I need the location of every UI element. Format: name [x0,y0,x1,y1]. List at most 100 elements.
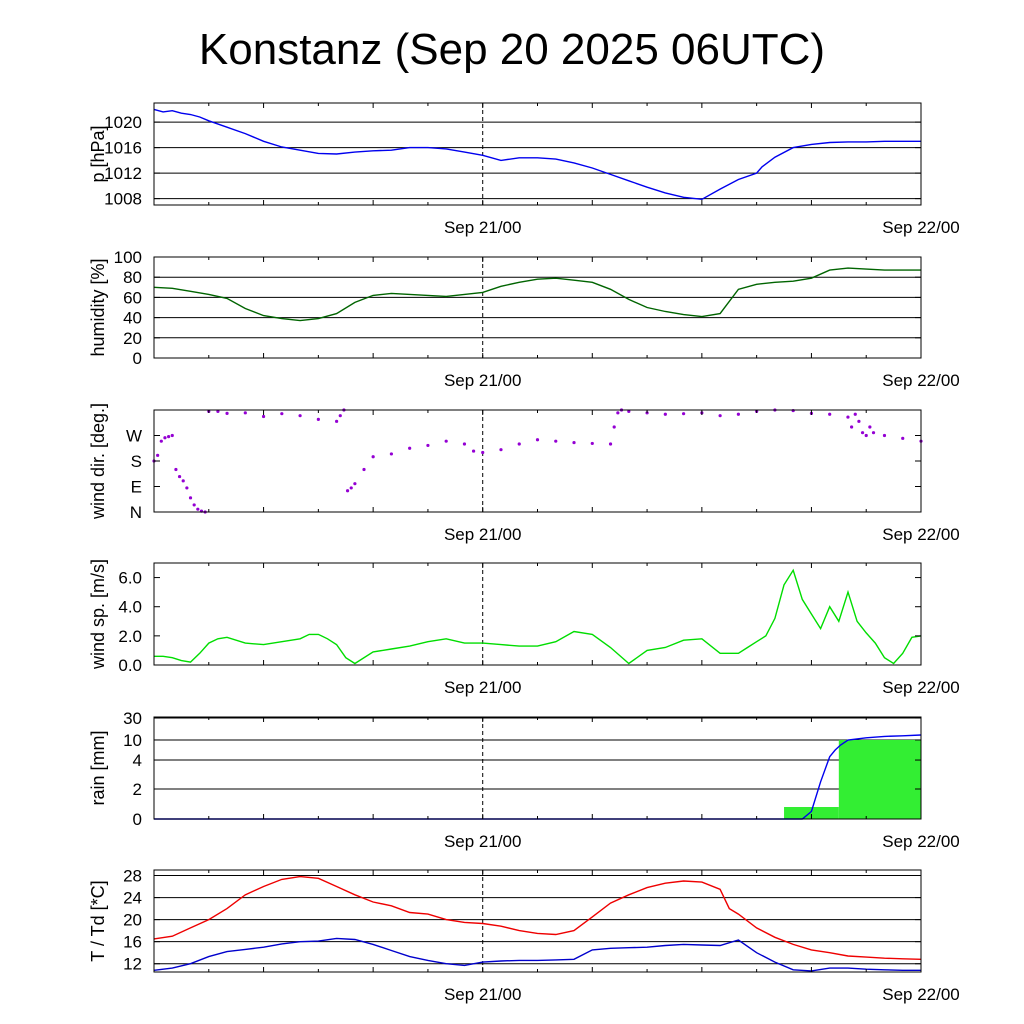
wind-dir-point-3 [163,436,167,440]
wind-direction-y-tick-label-0: N [130,503,142,522]
wind-dir-point-21 [298,414,302,418]
wind-speed-frame [153,562,922,666]
wind-dir-point-29 [362,467,366,472]
wind-dir-point-43 [590,441,594,446]
wind-dir-point-33 [426,443,430,448]
wind-dir-point-35 [462,442,467,446]
rain-bar-0 [784,807,839,819]
wind-dir-point-31 [389,452,394,456]
wind-dir-point-39 [517,442,521,446]
wind-dir-point-17 [225,411,229,415]
pressure-x-tick-label-0: Sep 21/00 [444,218,522,237]
wind-dir-point-66 [868,425,872,429]
wind-dir-point-38 [499,448,503,452]
wind-dir-point-41 [554,439,558,443]
humidity-y-tick-label-5: 100 [114,248,142,267]
wind-dir-point-5 [170,433,174,438]
wind-dir-point-44 [608,442,613,446]
humidity-y-axis-label: humidity [%] [88,258,108,356]
wind-dir-point-62 [853,412,857,416]
wind-dir-point-6 [174,467,178,472]
humidity-y-tick-label-4: 80 [123,268,142,287]
wind-dir-point-7 [177,474,182,479]
wind-direction-y-tick-label-1: E [131,478,142,497]
wind-speed-y-tick-label-0: 0.0 [118,656,142,675]
pressure-y-tick-label-0: 1008 [104,190,142,209]
wind-dir-point-53 [718,414,722,418]
temperature-y-axis-label: T / Td [*C] [88,880,108,961]
humidity-x-tick-label-0: Sep 21/00 [444,371,522,390]
temperature-frame [153,869,922,973]
temperature-y-tick-label-2: 20 [123,911,142,930]
rain-x-tick-label-1: Sep 22/00 [882,832,960,851]
chart-title: Konstanz (Sep 20 2025 06UTC) [198,25,826,74]
humidity-x-tick-label-1: Sep 22/00 [882,371,960,390]
wind-dir-point-65 [864,433,868,438]
wind-dir-point-54 [736,412,740,416]
wind-direction-x-tick-label-1: Sep 22/00 [882,525,960,544]
dewpoint-line [153,937,921,972]
rain-y-tick-label-3: 10 [123,731,142,750]
wind-dir-point-64 [860,431,865,435]
wind-dir-point-9 [185,486,189,490]
temperature-y-tick-label-1: 16 [123,933,142,952]
temperature-x-tick-label-1: Sep 22/00 [882,985,960,1004]
wind-dir-point-63 [857,419,861,423]
pressure-frame [153,102,922,206]
humidity-y-tick-label-1: 20 [123,329,142,348]
wind-dir-point-22 [316,417,320,421]
wind-speed-y-axis-label: wind sp. [m/s] [88,559,108,670]
rain-y-axis-label: rain [mm] [88,730,108,805]
temperature-y-tick-label-4: 28 [123,867,142,886]
wind-direction-y-axis-label: wind dir. [deg.] [88,403,108,520]
temperature-line [153,875,922,960]
rain-y-tick-label-1: 2 [133,780,142,799]
wind-dir-point-60 [846,415,850,419]
pressure-line [153,108,921,201]
wind-dir-point-57 [791,408,795,413]
wind-dir-point-11 [192,503,196,507]
wind-direction-frame [153,409,922,513]
rain-bar-1 [838,739,921,819]
humidity-y-tick-label-0: 0 [133,349,142,368]
wind-dir-point-24 [338,414,342,418]
pressure-y-tick-label-1: 1012 [104,164,142,183]
wind-dir-point-45 [612,425,616,429]
wind-dir-point-20 [280,412,284,416]
temperature-y-tick-label-0: 12 [123,955,142,974]
wind-dir-point-68 [882,433,887,438]
wind-dir-point-16 [216,409,220,414]
humidity-y-tick-label-2: 40 [123,309,142,328]
wind-dir-point-59 [828,412,832,416]
wind-dir-point-32 [408,446,412,450]
wind-dir-point-34 [444,439,448,443]
wind-direction-y-tick-label-2: S [131,452,142,471]
wind_speed-line [154,568,922,665]
wind-dir-point-69 [901,436,905,440]
wind-dir-point-18 [243,411,247,415]
pressure-y-axis-label: p [hPa] [88,125,108,182]
wind-dir-point-30 [371,455,375,459]
rain-y-tick-label-0: 0 [133,810,142,829]
humidity-frame [153,256,922,359]
wind-dir-point-10 [188,496,193,500]
wind-dir-point-2 [159,439,163,443]
wind-dir-point-42 [572,440,576,445]
pressure-y-tick-label-2: 1016 [104,139,142,158]
wind-speed-x-tick-label-0: Sep 21/00 [444,678,522,697]
rain-y-tick-label-4: 30 [123,709,142,728]
rain-frame [153,716,922,820]
wind-dir-point-27 [349,486,353,490]
wind-dir-point-61 [850,425,854,429]
wind-dir-point-1 [156,453,160,457]
wind-speed-y-tick-label-1: 2.0 [118,627,142,646]
wind-speed-y-tick-label-2: 4.0 [118,598,142,617]
wind-dir-point-40 [535,438,540,442]
wind-dir-point-8 [181,479,185,483]
wind-dir-point-12 [196,507,200,511]
rain-x-tick-label-0: Sep 21/00 [444,832,522,851]
wind-dir-point-23 [335,419,339,423]
wind-dir-point-50 [663,412,667,416]
wind-dir-point-26 [345,489,350,493]
